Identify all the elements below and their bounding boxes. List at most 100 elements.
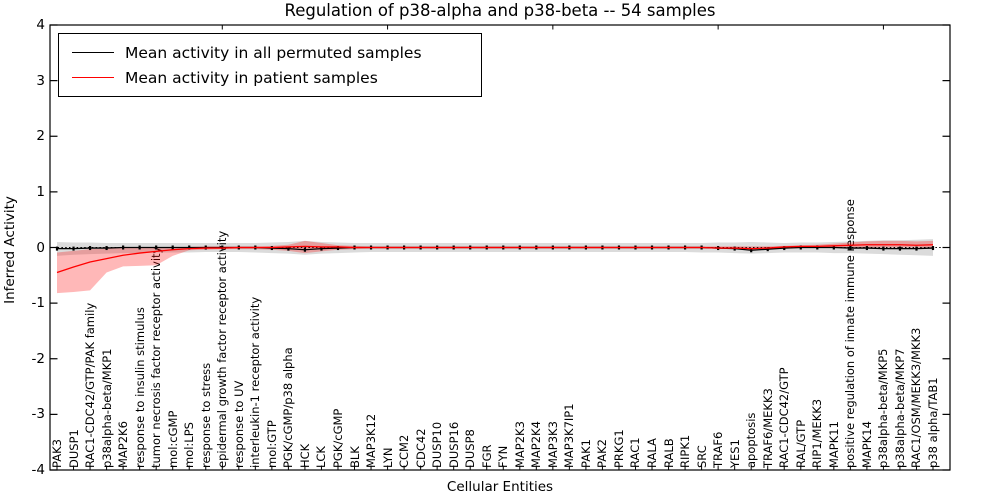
x-tick-label: interleukin-1 receptor activity: [248, 296, 263, 468]
permuted-point-marker: [584, 245, 588, 250]
permuted-line-swatch: [72, 52, 114, 53]
x-tick-label: PRKG1: [611, 429, 626, 468]
permuted-point-marker: [188, 245, 191, 250]
chart-title: Regulation of p38-alpha and p38-beta -- …: [284, 1, 716, 20]
patient-mean-line: [56, 244, 934, 274]
permuted-point-marker: [667, 245, 670, 250]
permuted-point-marker: [336, 246, 340, 251]
legend-item-permuted: Mean activity in all permuted samples: [72, 44, 481, 62]
permuted-point-marker: [700, 245, 703, 250]
permuted-point-marker: [617, 245, 621, 250]
x-tick-label: DUSP10: [430, 421, 445, 468]
x-tick-label: MAP3K7IP1: [562, 403, 577, 468]
permuted-point-marker: [898, 246, 902, 251]
permuted-point-marker: [783, 246, 786, 251]
x-tick-label: response to insulin stimulus: [132, 307, 147, 468]
x-tick-label: positive regulation of innate immune res…: [843, 199, 858, 468]
x-tick-label: mol:cGMP: [165, 410, 180, 468]
permuted-point-marker: [105, 246, 108, 251]
x-tick-label: MAP3K12: [364, 413, 379, 468]
x-tick-label: p38alpha-beta/MKP1: [99, 348, 114, 468]
permuted-point-marker: [237, 245, 240, 250]
x-tick-label: apoptosis: [744, 412, 759, 468]
permuted-point-marker: [733, 246, 736, 251]
permuted-point-marker: [865, 246, 868, 251]
permuted-point-marker: [634, 245, 637, 250]
x-tick-label: MAP2K4: [529, 421, 544, 468]
x-tick-label: PAK2: [595, 439, 610, 468]
y-tick-label: -4: [31, 462, 45, 478]
y-tick-label: -3: [31, 406, 45, 423]
x-tick-label: epidermal growth factor receptor activit…: [215, 230, 230, 468]
y-tick-label: 1: [36, 183, 45, 200]
x-tick-label: SRC: [694, 445, 709, 468]
permuted-point-marker: [882, 246, 885, 251]
y-tick-label: 2: [36, 128, 45, 145]
y-tick-label: 4: [36, 17, 45, 33]
permuted-point-marker: [683, 245, 687, 250]
x-tick-label: CDC42: [413, 428, 428, 468]
permuted-point-marker: [650, 245, 654, 250]
x-tick-label: MAP2K6: [116, 421, 131, 468]
patient-band: [57, 240, 933, 294]
x-tick-label: LYN: [380, 447, 395, 468]
permuted-point-marker: [452, 245, 455, 250]
x-tick-label: FYN: [496, 445, 511, 468]
permuted-point-marker: [485, 245, 488, 250]
permuted-point-marker: [535, 245, 538, 250]
x-tick-label: p38 alpha/TAB1: [926, 377, 940, 468]
legend-label-permuted: Mean activity in all permuted samples: [125, 43, 422, 62]
permuted-point-marker: [270, 246, 273, 251]
x-tick-label: RAC1-CDC42/GTP/PAK family: [83, 302, 98, 468]
permuted-point-marker: [816, 245, 819, 250]
permuted-point-marker: [799, 245, 802, 250]
x-tick-label: DUSP16: [446, 421, 461, 468]
permuted-point-marker: [832, 245, 835, 250]
x-tick-label: mol:GTP: [264, 420, 279, 468]
x-tick-label: HCK: [297, 443, 312, 468]
x-tick-label: FGR: [479, 444, 494, 468]
permuted-band: [57, 239, 933, 256]
x-tick-label: BLK: [347, 446, 362, 468]
permuted-point-marker: [518, 245, 521, 250]
y-tick-label: -2: [31, 350, 45, 367]
permuted-point-marker: [204, 245, 207, 250]
permuted-point-marker: [717, 246, 720, 251]
x-tick-label: MAPK11: [826, 421, 841, 468]
x-tick-label: PAK3: [50, 439, 64, 468]
permuted-point-marker: [353, 245, 356, 250]
legend: Mean activity in all permuted samples Me…: [58, 33, 482, 97]
y-tick-label: -1: [31, 295, 45, 312]
permuted-point-marker: [88, 246, 92, 251]
x-tick-label: DUSP1: [66, 429, 81, 468]
legend-item-patient: Mean activity in patient samples: [72, 69, 481, 87]
x-tick-label: RAL/GTP: [793, 419, 808, 468]
permuted-point-marker: [931, 246, 935, 251]
permuted-point-marker: [171, 245, 174, 250]
x-tick-label: PAK1: [578, 439, 593, 468]
y-tick-label: 0: [36, 239, 45, 256]
x-axis-label: Cellular Entities: [446, 479, 554, 495]
permuted-point-marker: [750, 248, 753, 253]
permuted-point-marker: [254, 245, 257, 250]
permuted-point-marker: [568, 245, 571, 250]
permuted-point-marker: [766, 247, 769, 252]
x-tick-label: MAPK14: [859, 421, 874, 468]
x-tick-label: PGK/cGMP/p38 alpha: [281, 347, 296, 468]
patient-line-swatch: [72, 77, 114, 78]
permuted-mean-line: [57, 246, 934, 251]
y-tick-label: 3: [36, 72, 45, 89]
x-tick-label: response to stress: [198, 362, 213, 468]
permuted-point-marker: [551, 245, 554, 250]
x-tick-label: p38alpha-beta/MKP5: [876, 348, 891, 468]
permuted-point-marker: [386, 245, 389, 250]
x-tick-label: RAC1: [628, 437, 643, 468]
permuted-point-marker: [122, 245, 125, 250]
permuted-point-marker: [915, 246, 918, 251]
permuted-point-marker: [55, 246, 59, 251]
x-tick-label: MAP3K3: [545, 421, 560, 468]
x-tick-label: LCK: [314, 446, 329, 468]
permuted-point-marker: [502, 245, 505, 250]
permuted-point-marker: [138, 245, 141, 250]
